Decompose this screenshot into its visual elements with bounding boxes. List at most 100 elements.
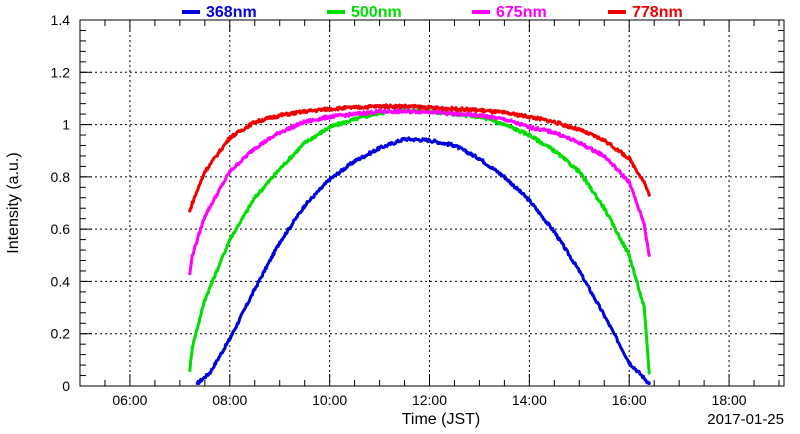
x-tick-label: 12:00: [412, 392, 447, 408]
y-tick-label: 0.4: [51, 273, 71, 289]
data-point: [642, 180, 646, 184]
data-point: [552, 149, 556, 153]
legend-label: 500nm: [351, 4, 402, 21]
data-point: [647, 371, 651, 375]
data-point: [228, 170, 232, 174]
y-tick-label: 1.2: [51, 64, 71, 80]
data-point: [253, 146, 257, 150]
data-point: [353, 112, 357, 116]
data-point: [527, 115, 531, 119]
data-point: [427, 138, 432, 142]
data-point: [427, 109, 432, 114]
data-point: [627, 360, 631, 365]
data-point: [577, 269, 581, 273]
series-line: [188, 103, 651, 211]
data-point: [502, 117, 506, 121]
data-point: [353, 117, 357, 121]
legend-entry: 368nm: [182, 4, 257, 21]
data-point: [602, 313, 606, 318]
series-line: [188, 108, 651, 275]
date-label: 2017-01-25: [707, 411, 784, 428]
data-point: [377, 104, 382, 108]
data-point: [602, 138, 606, 142]
data-point: [195, 381, 199, 385]
data-point: [228, 136, 232, 140]
series-layer: [188, 103, 651, 385]
series-675nm: [188, 108, 651, 276]
data-point: [527, 133, 531, 137]
data-point: [602, 154, 606, 158]
y-axis-title: Intensity (a.u.): [5, 152, 22, 253]
data-point: [552, 120, 556, 124]
legend-entry: 675nm: [472, 4, 547, 21]
data-point: [552, 130, 556, 135]
data-point: [203, 298, 207, 302]
data-point: [502, 122, 506, 127]
data-point: [402, 109, 407, 114]
data-point: [577, 170, 581, 174]
data-point: [642, 305, 646, 310]
data-point: [577, 128, 581, 132]
y-tick-label: 1: [62, 117, 70, 133]
data-point: [647, 381, 651, 385]
data-point: [402, 104, 407, 108]
y-tick-label: 0.2: [51, 326, 71, 342]
data-point: [502, 175, 506, 179]
data-point: [477, 156, 482, 161]
data-point: [353, 159, 357, 163]
data-point: [452, 107, 457, 111]
plot-frame: [79, 19, 785, 387]
data-point: [188, 368, 192, 372]
data-point: [190, 253, 194, 257]
data-point: [278, 130, 282, 135]
data-point: [477, 108, 482, 112]
legend-label: 778nm: [632, 4, 683, 21]
data-point: [278, 167, 282, 171]
data-point: [203, 214, 207, 218]
series-line: [196, 136, 651, 385]
data-point: [303, 204, 307, 208]
data-point: [642, 222, 646, 226]
y-tick-label: 0.6: [51, 221, 71, 237]
legend-entry: 500nm: [327, 4, 402, 21]
data-point: [303, 141, 307, 145]
data-point: [253, 196, 257, 200]
legend-label: 675nm: [496, 4, 547, 21]
data-point: [253, 120, 257, 124]
data-point: [627, 180, 631, 184]
data-point: [602, 206, 606, 210]
legend-label: 368nm: [206, 4, 257, 21]
data-point: [402, 137, 407, 141]
y-tick-label: 0: [62, 378, 70, 394]
data-point: [552, 230, 556, 234]
data-point: [427, 105, 432, 110]
x-tick-label: 06:00: [112, 392, 147, 408]
data-point: [527, 125, 531, 129]
data-point: [627, 156, 631, 161]
data-point: [452, 112, 457, 116]
data-point: [577, 141, 581, 145]
data-point: [452, 143, 457, 148]
data-point: [502, 111, 506, 115]
series-778nm: [188, 103, 651, 213]
grid-layer: [80, 20, 784, 386]
data-point: [203, 170, 207, 174]
tick-layer: 06:00 08:00 10:00 12:00 14:00 16:00 18:00 0 0.2 0…: [51, 12, 784, 408]
data-point: [278, 240, 282, 244]
data-point: [527, 198, 531, 202]
data-point: [278, 113, 282, 118]
legend: 368nm 500nm 675nm 778nm: [182, 4, 683, 21]
x-tick-label: 10:00: [312, 392, 347, 408]
data-point: [190, 345, 194, 349]
series-368nm: [195, 136, 651, 385]
x-tick-label: 14:00: [512, 392, 547, 408]
x-tick-label: 18:00: [712, 392, 747, 408]
data-point: [328, 125, 332, 129]
data-point: [188, 271, 192, 276]
data-point: [377, 109, 382, 114]
data-point: [188, 209, 192, 213]
x-axis-title: Time (JST): [402, 411, 481, 428]
data-point: [303, 109, 307, 114]
